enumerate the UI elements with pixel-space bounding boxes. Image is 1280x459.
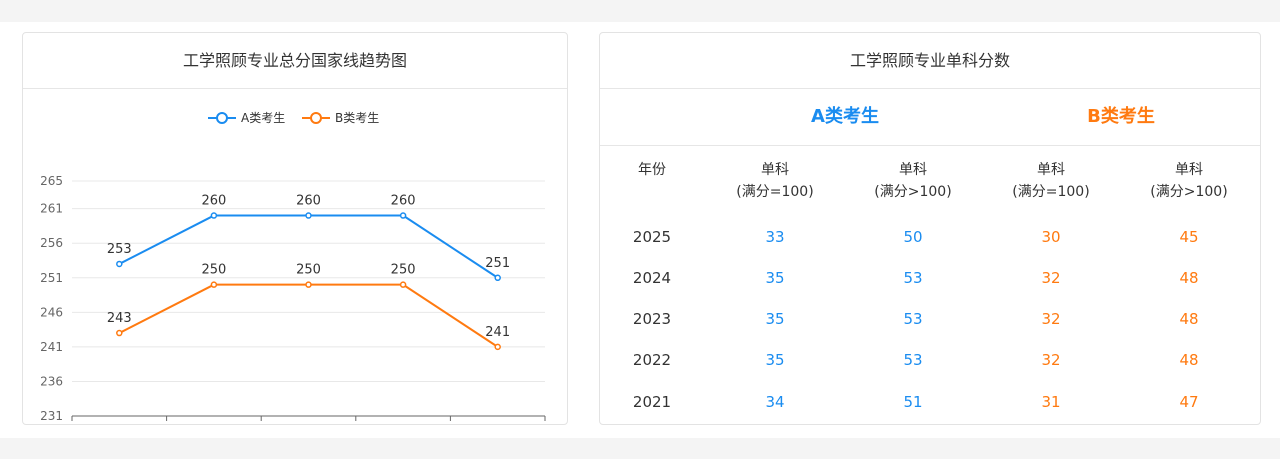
data-label: 251 — [485, 256, 510, 271]
row-b-100: 30 — [1041, 228, 1061, 246]
y-tick-label: 251 — [40, 271, 63, 285]
row-a-100: 33 — [765, 228, 785, 246]
y-tick-label: 231 — [40, 409, 63, 423]
row-b-100: 32 — [1041, 310, 1061, 328]
row-b-gt100: 47 — [1179, 393, 1199, 411]
data-point — [210, 281, 218, 288]
chart-card-title: 工学照顾专业总分国家线趋势图 — [23, 33, 567, 89]
y-tick-label: 236 — [40, 374, 63, 388]
table-row: 2025 33 50 30 45 — [600, 217, 1260, 258]
data-label: 243 — [107, 311, 132, 326]
data-point — [116, 329, 123, 337]
row-b-gt100: 45 — [1179, 228, 1199, 246]
row-a-gt100: 53 — [903, 310, 923, 328]
table-row: 2021 34 51 31 47 — [600, 382, 1260, 423]
page-bottom-strip — [0, 438, 1280, 459]
data-point — [399, 281, 407, 288]
row-b-100: 31 — [1041, 393, 1061, 411]
row-a-100: 35 — [765, 351, 785, 369]
col-a-gt100-line1: 单科 — [899, 162, 927, 178]
col-b-100-header: 单科 (满分=100) — [996, 159, 1106, 203]
row-year: 2025 — [632, 228, 672, 246]
table-row: 2024 35 53 32 48 — [600, 258, 1260, 299]
y-tick-label: 256 — [40, 236, 63, 250]
row-a-gt100: 53 — [903, 269, 923, 287]
table-card-title: 工学照顾专业单科分数 — [600, 33, 1260, 89]
col-a-100-header: 单科 (满分=100) — [720, 159, 830, 203]
group-a-label: A类考生 — [811, 106, 879, 127]
row-a-100: 35 — [765, 269, 785, 287]
data-label: 260 — [391, 194, 416, 209]
row-a-gt100: 53 — [903, 351, 923, 369]
col-a-100-line2: (满分=100) — [736, 184, 814, 200]
y-tick-label: 246 — [40, 305, 63, 319]
y-tick-label: 241 — [40, 340, 63, 354]
col-a-100-line1: 单科 — [761, 162, 789, 178]
row-year: 2021 — [632, 393, 672, 411]
data-label: 253 — [107, 242, 132, 257]
col-b-gt100-header: 单科 (满分>100) — [1134, 159, 1244, 203]
row-a-100: 35 — [765, 310, 785, 328]
legend-label: A类考生 — [241, 111, 285, 125]
data-point — [494, 274, 501, 282]
row-year: 2022 — [632, 351, 672, 369]
trend-line-chart: 2312362412462512562612652021202220232024… — [40, 111, 546, 423]
data-label: 250 — [296, 263, 321, 278]
row-b-gt100: 48 — [1179, 269, 1199, 287]
col-b-100-line2: (满分=100) — [1012, 184, 1090, 200]
series-line — [118, 283, 499, 348]
row-b-gt100: 48 — [1179, 310, 1199, 328]
row-a-gt100: 50 — [903, 228, 923, 246]
y-tick-label: 265 — [40, 174, 63, 188]
data-point — [305, 212, 312, 219]
col-year-label: 年份 — [638, 162, 666, 178]
legend-label: B类考生 — [335, 111, 379, 125]
data-point — [399, 212, 407, 219]
y-tick-label: 261 — [40, 202, 63, 216]
row-a-100: 34 — [765, 393, 785, 411]
group-b-label: B类考生 — [1087, 106, 1155, 127]
table-row: 2023 35 53 32 48 — [600, 299, 1260, 340]
data-label: 250 — [391, 263, 416, 278]
data-point — [494, 343, 501, 351]
data-point — [210, 212, 218, 219]
col-a-gt100-line2: (满分>100) — [874, 184, 952, 200]
data-point — [116, 260, 123, 268]
trend-chart-card: 工学照顾专业总分国家线趋势图 231 236 241 246 251 256 261 265 2… — [22, 32, 568, 425]
data-point — [305, 281, 312, 288]
col-year-header: 年份 — [612, 159, 692, 181]
row-year: 2023 — [632, 310, 672, 328]
col-b-gt100-line2: (满分>100) — [1150, 184, 1228, 200]
single-subject-card: 工学照顾专业单科分数 A类考生 B类考生 年份 单科 (满分=100) 单科 (… — [599, 32, 1261, 425]
table-row: 2022 35 53 32 48 — [600, 340, 1260, 381]
group-header: A类考生 B类考生 — [600, 89, 1260, 146]
row-b-100: 32 — [1041, 351, 1061, 369]
data-label: 241 — [485, 325, 510, 340]
data-label: 250 — [201, 263, 226, 278]
legend-marker — [310, 112, 322, 124]
legend-marker — [216, 112, 228, 124]
row-year: 2024 — [632, 269, 672, 287]
row-b-100: 32 — [1041, 269, 1061, 287]
data-label: 260 — [201, 194, 226, 209]
col-b-100-line1: 单科 — [1037, 162, 1065, 178]
row-a-gt100: 51 — [903, 393, 923, 411]
col-b-gt100-line1: 单科 — [1175, 162, 1203, 178]
data-label: 260 — [296, 194, 321, 209]
row-b-gt100: 48 — [1179, 351, 1199, 369]
col-a-gt100-header: 单科 (满分>100) — [858, 159, 968, 203]
page-top-strip — [0, 0, 1280, 22]
